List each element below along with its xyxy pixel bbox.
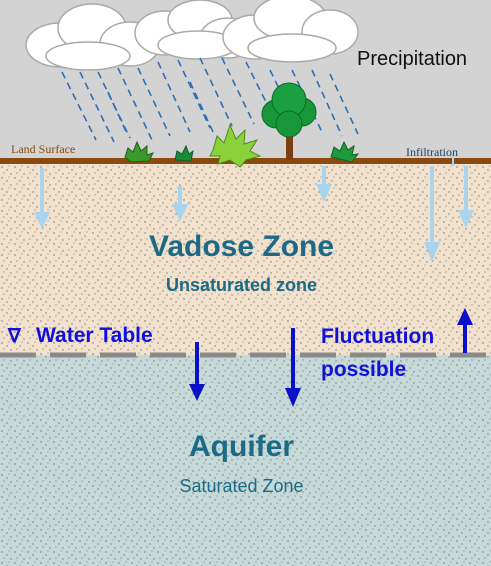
infiltration-arrow-icon xyxy=(458,166,474,228)
aquifer-subtitle: Saturated Zone xyxy=(179,476,304,496)
water-table-label: Water Table xyxy=(36,324,153,347)
fluctuation-arrow-icon xyxy=(189,342,205,401)
tree-icon xyxy=(261,82,317,160)
vadose-zone-texture xyxy=(0,162,491,355)
infiltration-arrow-icon xyxy=(172,186,188,221)
fluctuation-label: Fluctuation xyxy=(321,325,435,348)
shrub-icon xyxy=(174,144,194,162)
water-table-symbol: ∇ xyxy=(8,326,21,347)
fluctuation-arrow-icon xyxy=(457,308,473,353)
cloud-icon xyxy=(222,0,359,63)
precipitation-label: Precipitation xyxy=(357,48,468,70)
shrub-icon xyxy=(124,140,154,163)
infiltration-arrow-icon xyxy=(34,168,50,229)
vadose-zone-title: Vadose Zone xyxy=(148,230,335,263)
shrub-icon xyxy=(330,140,360,163)
fluctuation-arrow-icon xyxy=(285,328,301,407)
vadose-zone-subtitle: Unsaturated zone xyxy=(165,275,318,295)
aquifer-zone-texture xyxy=(0,355,491,566)
shrub-icon xyxy=(209,123,262,168)
fluctuation-label-line2: possible xyxy=(321,358,407,381)
infiltration-label: Infiltration xyxy=(406,145,458,159)
infiltration-arrow-icon xyxy=(424,166,440,262)
aquifer-title: Aquifer xyxy=(189,430,294,463)
land-surface-label: Land Surface xyxy=(11,142,76,156)
infiltration-arrow-icon xyxy=(316,166,332,202)
rain-streaks xyxy=(61,57,359,143)
